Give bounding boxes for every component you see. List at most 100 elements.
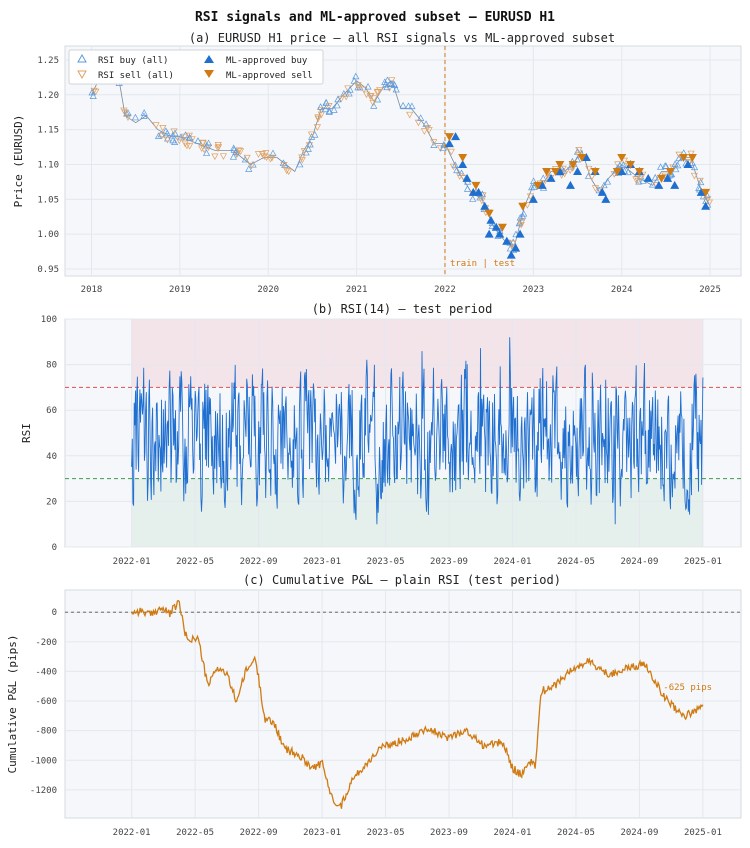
rsi-x-tick-label: 2023-05 <box>367 557 405 567</box>
rsi-sell-marker <box>369 99 377 107</box>
rsi-buy-marker <box>619 161 627 168</box>
rsi-buy-marker <box>373 95 382 103</box>
rsi-buy-marker <box>451 161 459 169</box>
rsi-sell-marker <box>314 114 322 122</box>
rsi-buy-marker <box>690 163 699 171</box>
rsi-buy-marker <box>202 149 211 156</box>
rsi-buy-marker <box>648 180 657 188</box>
pnl-panel: (c) Cumulative P&L — plain RSI (test per… <box>6 573 742 838</box>
ml-sell-marker <box>444 133 454 142</box>
legend-ml-sell-marker <box>204 70 214 78</box>
rsi-sell-marker <box>124 114 132 122</box>
rsi-buy-marker <box>140 112 148 119</box>
ml-buy-marker <box>511 243 521 252</box>
rsi-buy-marker <box>350 77 358 84</box>
pnl-y-tick-label: -800 <box>35 727 57 737</box>
rsi-x-tick-label: 2025-01 <box>684 557 722 567</box>
rsi-buy-marker <box>417 114 425 121</box>
rsi-sell-marker <box>447 148 455 156</box>
ml-buy-marker <box>663 173 673 182</box>
ml-buy-marker <box>451 132 461 141</box>
pnl-y-tick-label: -600 <box>35 697 57 707</box>
rsi-sell-marker <box>283 167 291 175</box>
rsi-buy-marker <box>245 165 253 172</box>
rsi-sell-marker <box>518 218 526 226</box>
rsi-x-tick-label: 2023-01 <box>303 557 341 567</box>
ml-sell-marker <box>656 174 666 183</box>
rsi-y-ticks: 0 20 40 60 80 100 <box>41 315 57 553</box>
ml-sell-marker <box>665 167 675 176</box>
rsi-buy-marker <box>672 165 680 173</box>
rsi-buy-marker <box>334 95 342 103</box>
rsi-sell-marker <box>285 168 293 176</box>
ml-sell-marker <box>590 167 600 176</box>
rsi-panel: (b) RSI(14) — test period 2022-01 2022-05… <box>20 302 742 567</box>
rsi-sell-marker <box>566 167 574 174</box>
rsi-buy-marker <box>512 230 520 238</box>
rsi-buy-marker <box>229 153 238 160</box>
rsi-sell-marker <box>163 136 171 144</box>
rsi-sell-marker <box>705 199 714 207</box>
ml-buy-marker <box>546 173 556 182</box>
rsi-x-tick-label: 2022-05 <box>176 557 214 567</box>
rsi-sell-marker <box>559 165 567 173</box>
rsi-buy-marker <box>241 155 249 163</box>
rsi-sell-marker <box>423 125 431 132</box>
rsi-sell-marker <box>183 142 191 150</box>
rsi-panel-title: (b) RSI(14) — test period <box>312 302 493 316</box>
rsi-buy-marker <box>131 113 139 121</box>
price-y-tick-label: 1.15 <box>37 126 59 136</box>
rsi-buy-marker <box>123 109 131 117</box>
ml-sell-marker <box>626 160 636 169</box>
rsi-sell-marker <box>236 148 245 155</box>
rsi-sell-marker <box>314 115 322 123</box>
rsi-sell-marker <box>214 141 222 149</box>
price-grid <box>65 46 741 276</box>
rsi-buy-marker <box>140 109 148 116</box>
pnl-x-tick-label: 2024-09 <box>620 828 658 838</box>
rsi-sell-marker <box>420 128 428 135</box>
rsi-y-tick-label: 0 <box>52 543 57 553</box>
price-x-tick-label: 2023 <box>522 285 544 295</box>
pnl-y-tick-label: 0 <box>52 608 57 618</box>
price-x-tick-label: 2025 <box>699 285 721 295</box>
ml-buy-marker <box>617 166 627 175</box>
rsi-buy-marker <box>89 92 97 99</box>
rsi-buy-marker <box>154 132 163 140</box>
rsi-buy-marker <box>333 101 341 109</box>
rsi-sell-marker <box>298 156 306 164</box>
rsi-buy-marker <box>296 160 304 168</box>
ml-buy-marker <box>643 173 653 182</box>
rsi-buy-marker <box>308 133 316 140</box>
rsi-buy-marker <box>177 133 185 141</box>
rsi-sell-marker <box>620 157 628 165</box>
rsi-buy-marker <box>584 172 593 180</box>
rsi-buy-marker <box>383 83 391 91</box>
rsi-sell-marker <box>614 161 622 169</box>
pnl-x-ticks: 2022-01 2022-05 2022-09 2023-01 2023-05 2023-… <box>113 828 722 838</box>
pnl-y-tick-label: -400 <box>35 667 57 677</box>
rsi-buy-marker <box>169 131 177 139</box>
pnl-x-tick-label: 2022-01 <box>113 828 151 838</box>
rsi-sell-marker <box>152 122 160 129</box>
rsi-sell-marker <box>414 119 422 127</box>
ml-buy-marker <box>581 153 591 162</box>
rsi-sell-marker <box>243 154 251 162</box>
rsi-buy-marker <box>330 106 338 113</box>
rsi-buy-marker <box>573 155 581 163</box>
rsi-buy-marker <box>194 137 202 144</box>
rsi-sell-marker <box>214 143 223 151</box>
pnl-x-tick-label: 2023-01 <box>303 828 341 838</box>
pnl-x-tick-label: 2023-09 <box>430 828 468 838</box>
rsi-sell-marker <box>268 154 276 162</box>
ml-sell-marker <box>634 167 644 176</box>
rsi-buy-marker <box>322 99 330 106</box>
rsi-buy-marker <box>560 167 568 174</box>
price-y-tick-label: 1.20 <box>37 91 59 101</box>
rsi-buy-marker <box>171 138 179 146</box>
rsi-sell-marker <box>456 173 464 180</box>
rsi-sell-marker <box>325 103 333 110</box>
pnl-grid <box>65 590 741 818</box>
rsi-sell-marker <box>687 150 695 158</box>
rsi-sell-marker <box>360 86 368 94</box>
